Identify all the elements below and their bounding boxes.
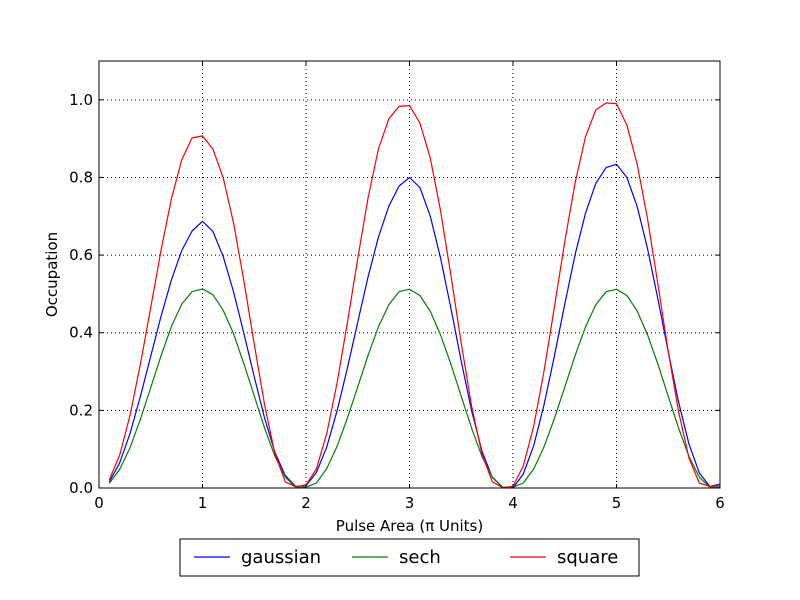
series-line-sech	[108, 288, 720, 488]
y-tick-label: 1.0	[69, 91, 93, 109]
x-tick-label: 3	[405, 494, 415, 512]
x-axis-label: Pulse Area (π Units)	[336, 517, 483, 535]
legend-label-sech: sech	[399, 547, 441, 568]
x-tick-label: 4	[508, 494, 518, 512]
legend-box	[179, 538, 640, 577]
legend-label-gaussian: gaussian	[241, 547, 321, 568]
y-tick-label: 0.2	[69, 401, 93, 419]
x-tick-label: 6	[715, 494, 725, 512]
y-tick-label: 0.8	[69, 168, 93, 186]
series-group	[108, 102, 721, 489]
legend-label-square: square	[557, 547, 618, 568]
legend: gaussian sech square	[179, 538, 640, 577]
series-line-gaussian	[108, 163, 721, 489]
y-axis-label: Occupation	[43, 232, 61, 317]
x-tick-label: 2	[301, 494, 311, 512]
ticks: 0 1 2 3 4 5 6 0.0 0.2 0.4 0.6 0.8 1.0	[69, 61, 725, 512]
x-tick-label: 5	[612, 494, 622, 512]
y-tick-label: 0.6	[69, 246, 93, 264]
x-tick-label: 1	[198, 494, 208, 512]
x-tick-label: 0	[94, 494, 104, 512]
series-line-square	[108, 102, 721, 489]
y-tick-label: 0.4	[69, 324, 93, 342]
y-tick-label: 0.0	[69, 479, 93, 497]
